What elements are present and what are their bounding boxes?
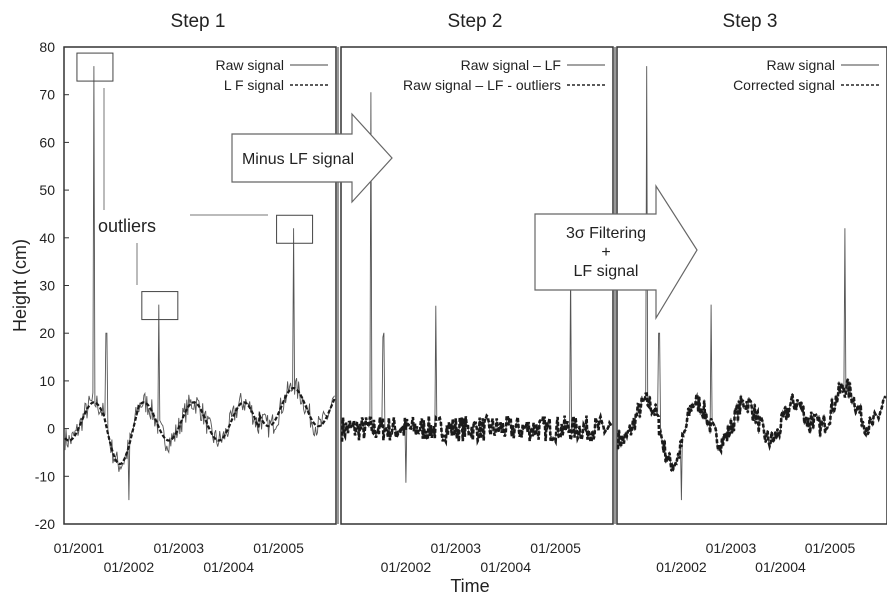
- date-tick-3-2: 01/2003: [706, 540, 757, 556]
- y-tick-label-4: 10: [39, 373, 55, 389]
- y-tick-label-2: -10: [35, 468, 55, 484]
- series-line-2-2: [340, 411, 613, 447]
- panel-3: Step 3 Raw signal Corrected signal 01/2002 0…: [616, 11, 887, 575]
- date-tick-3-4: 01/2005: [805, 540, 856, 556]
- y-tick-label-1: -20: [35, 516, 55, 532]
- legend-label-3-2: Corrected signal: [733, 77, 835, 93]
- y-tick-label-6: 30: [39, 278, 55, 294]
- date-tick-1-3: 01/2003: [153, 540, 204, 556]
- y-tick-label-3: 0: [47, 421, 55, 437]
- date-tick-2-3: 01/2004: [480, 559, 531, 575]
- legend-label-1-1: Raw signal: [216, 57, 284, 73]
- series-line-1-1: [64, 66, 335, 501]
- legend-label-1-2: L F signal: [224, 77, 284, 93]
- panel-2: Step 2 Raw signal – LF Raw signal – LF - o…: [340, 11, 616, 575]
- y-tick-label-9: 60: [39, 134, 55, 150]
- panel-1: Step 1 Raw signal L F signal 01/2001 01/2002…: [54, 11, 339, 575]
- date-tick-2-4: 01/2005: [530, 540, 581, 556]
- date-tick-1-5: 01/2005: [253, 540, 304, 556]
- arrow-filtering: [534, 183, 698, 321]
- legend-label-2-1: Raw signal – LF: [461, 57, 561, 73]
- y-axis-title: Height (cm): [10, 239, 30, 332]
- date-tick-1-4: 01/2004: [203, 559, 254, 575]
- x-axis-title: Time: [450, 576, 489, 596]
- series-group-1: [64, 66, 336, 501]
- date-tick-3-3: 01/2004: [755, 559, 806, 575]
- date-tick-2-1: 01/2002: [381, 559, 432, 575]
- y-tick-label-7: 40: [39, 230, 55, 246]
- panel-title-3: Step 3: [723, 11, 778, 32]
- date-tick-2-2: 01/2003: [430, 540, 481, 556]
- arrow-minus-lf: [231, 112, 393, 204]
- outliers-label: outliers: [98, 216, 156, 236]
- annotation-layer: outliers Minus LF signal 3σ Filtering + LF s…: [76, 52, 698, 321]
- date-tick-3-1: 01/2002: [656, 559, 707, 575]
- y-tick-label-8: 50: [39, 182, 55, 198]
- series-line-3-2: [616, 378, 887, 472]
- legend-label-3-1: Raw signal: [767, 57, 835, 73]
- date-tick-1-2: 01/2002: [104, 559, 155, 575]
- outlier-box-1: [76, 52, 114, 82]
- panel-title-2: Step 2: [448, 11, 503, 32]
- arrow-filtering-text-1: 3σ Filtering: [566, 225, 646, 242]
- static-layer: Step 1 Raw signal L F signal 01/2001 01/2002…: [10, 11, 887, 596]
- y-tick-label-5: 20: [39, 325, 55, 341]
- outlier-box-3: [276, 214, 314, 244]
- arrow-filtering-text-3: LF signal: [574, 263, 639, 280]
- series-group-3: [616, 66, 887, 501]
- y-tick-label-11: 80: [39, 39, 55, 55]
- outlier-box-2: [141, 291, 179, 321]
- legend-label-2-2: Raw signal – LF - outliers: [403, 77, 561, 93]
- series-group-2: [340, 92, 613, 483]
- panel-frame-1: [63, 46, 337, 525]
- date-tick-1-1: 01/2001: [54, 540, 105, 556]
- panel-title-1: Step 1: [171, 11, 226, 32]
- series-layer: [64, 66, 887, 501]
- y-tick-label-10: 70: [39, 87, 55, 103]
- series-line-1-2: [64, 386, 336, 466]
- arrow-minus-lf-text: Minus LF signal: [242, 151, 354, 168]
- arrow-filtering-text-2: +: [601, 244, 610, 261]
